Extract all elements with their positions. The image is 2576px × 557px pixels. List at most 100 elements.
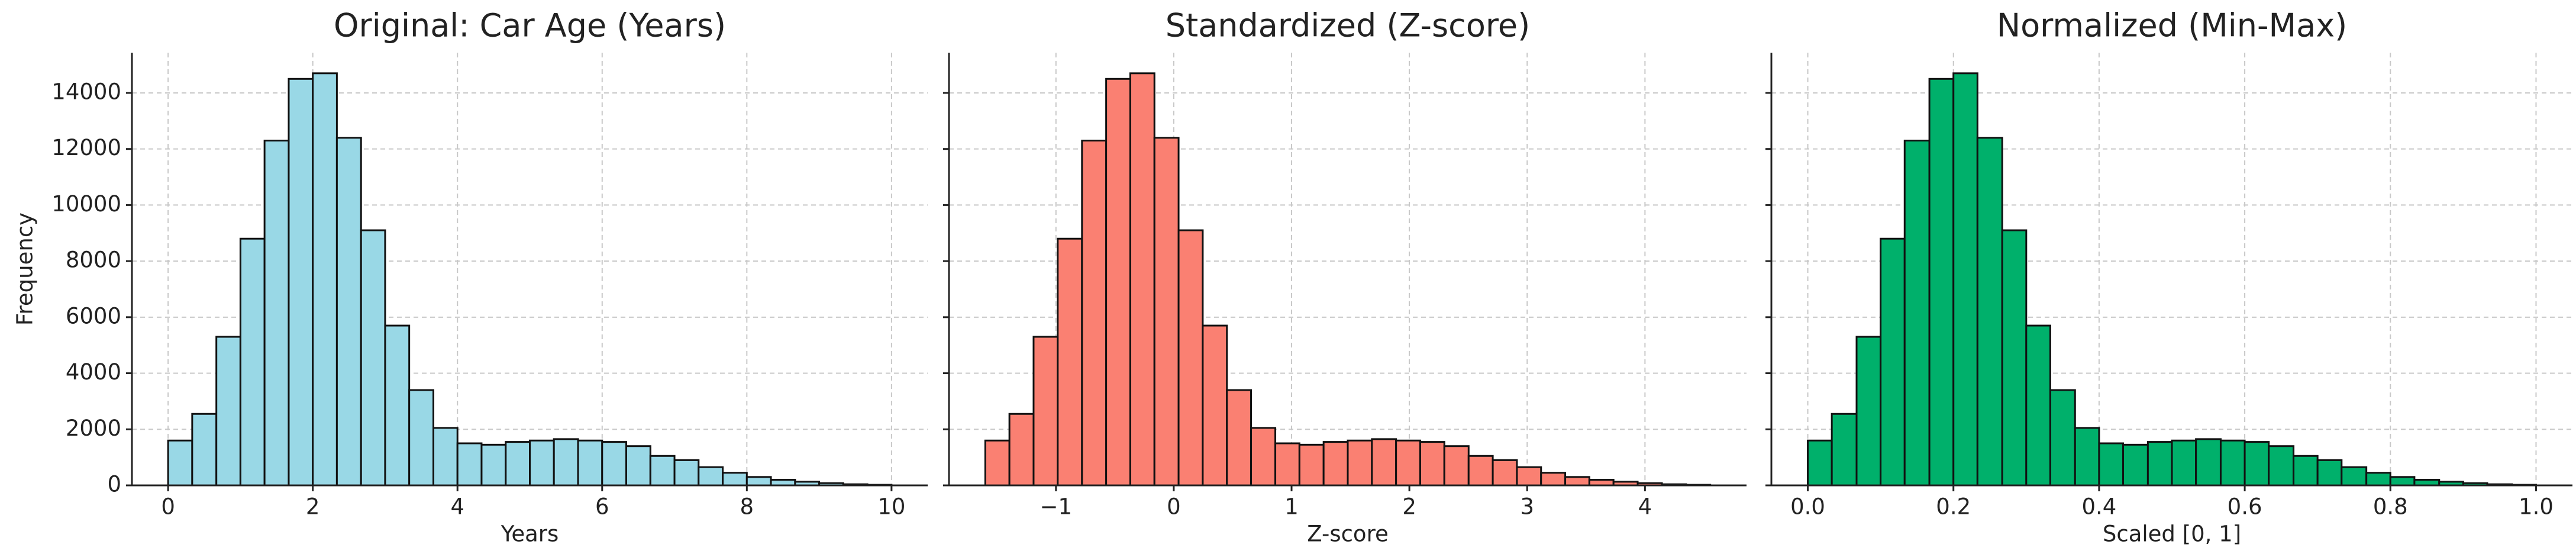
x-axis-label: Years	[501, 521, 559, 547]
histogram-bar	[456, 442, 483, 487]
histogram-bar	[1371, 438, 1397, 487]
chart-title: Normalized (Min-Max)	[1997, 7, 2347, 44]
y-tick-label: 0	[107, 472, 121, 497]
histogram-bar	[1443, 445, 1470, 487]
x-tick-label: 3	[1520, 494, 1534, 520]
histogram-bar	[432, 427, 459, 487]
histogram-bar	[601, 441, 627, 487]
histogram-bar	[1807, 439, 1833, 487]
histogram-bar	[1226, 389, 1253, 487]
histogram-bar	[2122, 443, 2149, 487]
histogram-bar	[984, 439, 1011, 487]
histogram-bar	[1855, 336, 1882, 487]
histogram-bar	[1564, 476, 1590, 487]
histogram-bar	[2049, 389, 2076, 487]
histogram-bar	[2316, 459, 2343, 487]
histogram-bar	[1467, 455, 1494, 487]
histogram-bar	[1903, 139, 1931, 487]
y-tick-label: 8000	[66, 247, 121, 273]
x-tick-label: 2	[306, 494, 320, 520]
histogram-bar	[2293, 455, 2319, 487]
histogram-bar	[1880, 237, 1906, 487]
x-tick-label: 0.0	[1790, 494, 1825, 520]
chart-title: Original: Car Age (Years)	[334, 7, 726, 44]
x-tick-label: 0.6	[2228, 494, 2262, 520]
histogram-bar	[288, 78, 314, 487]
histogram-bar	[1032, 336, 1059, 487]
histogram-bar	[2074, 427, 2100, 487]
histogram-bar	[745, 476, 772, 487]
histogram-bar	[191, 413, 218, 487]
histogram-bar	[215, 336, 241, 487]
histogram-bar	[2025, 324, 2051, 487]
histogram-bar	[2171, 439, 2197, 487]
x-axis-label: Z-score	[1307, 521, 1388, 547]
x-tick-label: −1	[1040, 494, 1073, 520]
y-tick-label: 10000	[51, 191, 121, 217]
x-tick-label: 0	[161, 494, 175, 520]
histogram-bar	[1274, 442, 1300, 487]
x-tick-label: 0.4	[2081, 494, 2116, 520]
histogram-bar	[577, 439, 603, 487]
histogram-bar	[335, 137, 362, 487]
x-tick-label: 10	[877, 494, 905, 520]
histogram-bar	[2365, 472, 2391, 487]
histogram-bar	[1540, 472, 1567, 487]
histogram-bar	[384, 324, 411, 487]
histogram-bar	[1298, 443, 1325, 487]
histogram-bar	[1419, 441, 1445, 487]
histogram-bar	[312, 72, 338, 487]
histogram-bar	[673, 459, 700, 487]
x-tick-label: 6	[595, 494, 609, 520]
histogram-bar	[1153, 137, 1180, 487]
histogram-bar	[360, 229, 386, 487]
chart-title: Standardized (Z-score)	[1166, 7, 1530, 44]
histogram-bar	[625, 445, 651, 487]
x-tick-label: 4	[1638, 494, 1652, 520]
histogram-bar	[2341, 466, 2368, 487]
histogram-bar	[649, 455, 676, 487]
histogram-bar	[1347, 439, 1373, 487]
histogram-bar	[2243, 441, 2270, 487]
x-tick-label: 2	[1402, 494, 1416, 520]
x-tick-label: 0.8	[2373, 494, 2408, 520]
x-tick-label: 1	[1284, 494, 1299, 520]
x-axis-label: Scaled [0, 1]	[2103, 521, 2241, 547]
histogram-bar	[1516, 466, 1542, 487]
x-tick-label: 0.2	[1936, 494, 1971, 520]
histogram-bar	[1202, 324, 1228, 487]
x-tick-label: 1.0	[2519, 494, 2554, 520]
histogram-bar	[263, 139, 290, 487]
histogram-bar	[1322, 441, 1349, 487]
histogram-bar	[698, 466, 724, 487]
histogram-bar	[1105, 78, 1131, 487]
histogram-bar	[1008, 413, 1035, 487]
histogram-bar	[505, 441, 531, 487]
histogram-bar	[1928, 78, 1955, 487]
histogram-bar	[167, 439, 193, 487]
histogram-bar	[1250, 427, 1277, 487]
histogram-bar	[1492, 459, 1518, 487]
histogram-bar	[2195, 438, 2222, 487]
histogram-bar	[2389, 476, 2416, 487]
histogram-bar	[1976, 137, 2003, 487]
y-tick-label: 2000	[66, 416, 121, 441]
x-tick-label: 4	[450, 494, 464, 520]
y-tick-label: 12000	[51, 135, 121, 160]
histogram-bar	[2001, 229, 2028, 487]
histogram-bar	[1395, 439, 1421, 487]
histogram-bar	[1831, 413, 1858, 487]
histogram-bar	[529, 439, 555, 487]
y-axis-label: Frequency	[12, 213, 38, 326]
histogram-bar	[722, 472, 748, 487]
histogram-bar	[1129, 72, 1155, 487]
histogram-bar	[553, 438, 579, 487]
histogram-bar	[1081, 139, 1108, 487]
histogram-bar	[1057, 237, 1083, 487]
y-tick-label: 4000	[66, 359, 121, 385]
y-tick-label: 14000	[51, 79, 121, 104]
x-tick-label: 8	[740, 494, 754, 520]
histogram-bar	[480, 443, 507, 487]
histogram-bar	[1177, 229, 1204, 487]
